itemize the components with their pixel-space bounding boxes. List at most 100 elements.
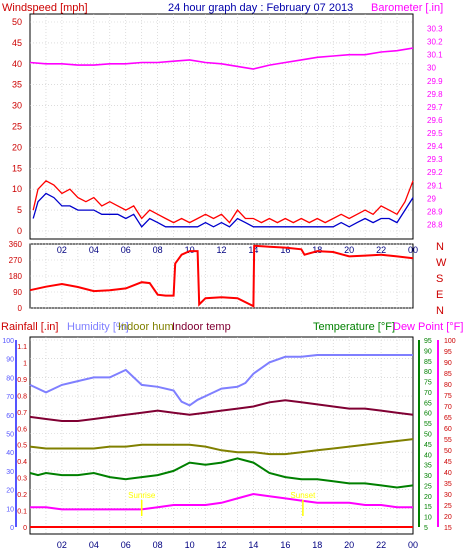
legend-rainfall: Rainfall [.in] [1,321,58,333]
dew-ytick-label-50: 50 [444,448,452,455]
wind-ytick-label-20: 20 [12,142,22,152]
direction-ytick-label-0: 0 [18,304,23,313]
dew-ytick-label-45: 45 [444,459,452,466]
baro-ytick-label-29-7: 29.7 [427,103,443,112]
wind-ytick-label-40: 40 [12,59,22,69]
baro-ytick-label-29-5: 29.5 [427,129,443,138]
rain-ytick-label-1: 1 [23,360,27,367]
temp-ytick-label-95: 95 [424,338,432,345]
climate-xtick-label-04: 04 [89,540,99,550]
wind-ytick-label-15: 15 [12,163,22,173]
temp-ytick-label-30: 30 [424,473,432,480]
wind-ytick-label-0: 0 [17,226,22,236]
dew-ytick-label-35: 35 [444,481,452,488]
rain-ytick-label-0-7: 0.7 [17,410,27,417]
humidity-ytick-label-60: 60 [6,413,14,420]
wind-ytick-label-35: 35 [12,80,22,90]
rain-ytick-label-0: 0 [23,525,27,532]
sunrise-label: Sunrise [128,491,156,500]
chart-title: 24 hour graph day : February 07 2013 [168,2,353,14]
direction-ytick-label-360: 360 [9,240,23,249]
climate-xtick-label-08: 08 [153,540,163,550]
compass-labels: N W S E N [436,241,447,317]
baro-ytick-label-29-6: 29.6 [427,116,443,125]
baro-ytick-label-29-2: 29.2 [427,168,443,177]
indoor-hum-line [29,438,414,456]
humidity-ytick-label-40: 40 [6,450,14,457]
climate-xtick-label-22: 22 [376,540,386,550]
dew-ytick-label-75: 75 [444,393,452,400]
barometer-line [29,47,414,70]
rain-ytick-label-0-9: 0.9 [17,377,27,384]
baro-ytick-label-30-1: 30.1 [427,51,443,60]
baro-ytick-label-29-1: 29.1 [427,181,443,190]
direction-ytick-label-180: 180 [9,272,23,281]
climate-legend: Rainfall [.in] Humidity [%] Indoor hum I… [1,321,463,333]
dew-ytick-label-20: 20 [444,514,452,521]
temp-ytick-label-20: 20 [424,494,432,501]
wind-ytick-label-50: 50 [12,17,22,27]
wind-speed-line [32,179,414,224]
temp-ytick-label-85: 85 [424,359,432,366]
temp-ytick-label-90: 90 [424,348,432,355]
temp-ytick-label-5: 5 [424,525,428,532]
baro-ytick-label-29-8: 29.8 [427,90,443,99]
humidity-ytick-label-0: 0 [10,525,14,532]
rain-ytick-label-0-6: 0.6 [17,426,27,433]
baro-ytick-label-28-9: 28.9 [427,207,443,216]
rain-ytick-label-0-3: 0.3 [17,476,27,483]
dew-ytick-label-90: 90 [444,360,452,367]
temp-ytick-label-40: 40 [424,452,432,459]
climate-xtick-label-14: 14 [248,540,258,550]
humidity-ytick-label-70: 70 [6,394,14,401]
humidity-ytick-label-20: 20 [6,488,14,495]
sunset-label: Sunset [290,491,316,500]
legend-indoor-hum: Indoor hum [118,321,174,333]
wind-ytick-label-25: 25 [12,122,22,132]
temp-ytick-label-50: 50 [424,432,432,439]
baro-ytick-label-30-2: 30.2 [427,38,443,47]
wind-ytick-label-30: 30 [12,101,22,111]
temp-ytick-label-45: 45 [424,442,432,449]
climate-xtick-label-18: 18 [312,540,322,550]
dew-point-f-line [30,492,413,511]
legend-dew-point: Dew Point [°F] [393,321,463,333]
climate-xtick-label-20: 20 [344,540,354,550]
dew-ytick-label-65: 65 [444,415,452,422]
direction-ytick-label-270: 270 [9,256,23,265]
dew-ytick-label-30: 30 [444,492,452,499]
compass-label-n-bottom: N [436,305,444,317]
humidity-ytick-label-80: 80 [6,375,14,382]
compass-label-e: E [436,289,443,301]
humidity-ytick-label-10: 10 [6,506,14,513]
rain-ytick-label-0-1: 0.1 [17,509,27,516]
climate-xtick-label-06: 06 [121,540,131,550]
rain-ytick-label-0-4: 0.4 [17,459,27,466]
compass-label-s: S [436,273,443,285]
wind-ytick-label-45: 45 [12,38,22,48]
temperature-f-line [29,457,414,489]
dew-ytick-label-55: 55 [444,437,452,444]
baro-ytick-label-30-3: 30.3 [427,25,443,34]
temp-ytick-label-25: 25 [424,483,432,490]
humidity-line [29,354,413,407]
compass-label-n-top: N [436,241,444,253]
temp-ytick-label-10: 10 [424,515,432,522]
rain-ytick-label-0-8: 0.8 [17,393,27,400]
dew-ytick-label-40: 40 [444,470,452,477]
wind-average-line [32,192,414,228]
rain-ytick-label-0-5: 0.5 [17,443,27,450]
legend-indoor-temp: Indoor temp [172,321,231,333]
climate-xtick-label-16: 16 [280,540,290,550]
wind-ytick-label-5: 5 [17,205,22,215]
humidity-ytick-label-30: 30 [6,469,14,476]
dew-ytick-label-100: 100 [444,338,456,345]
rain-ytick-label-0-2: 0.2 [17,492,27,499]
baro-ytick-label-28-8: 28.8 [427,220,443,229]
legend-humidity: Humidity [%] [67,321,129,333]
temp-ytick-label-60: 60 [424,411,432,418]
temp-ytick-label-80: 80 [424,369,432,376]
dew-ytick-label-80: 80 [444,382,452,389]
